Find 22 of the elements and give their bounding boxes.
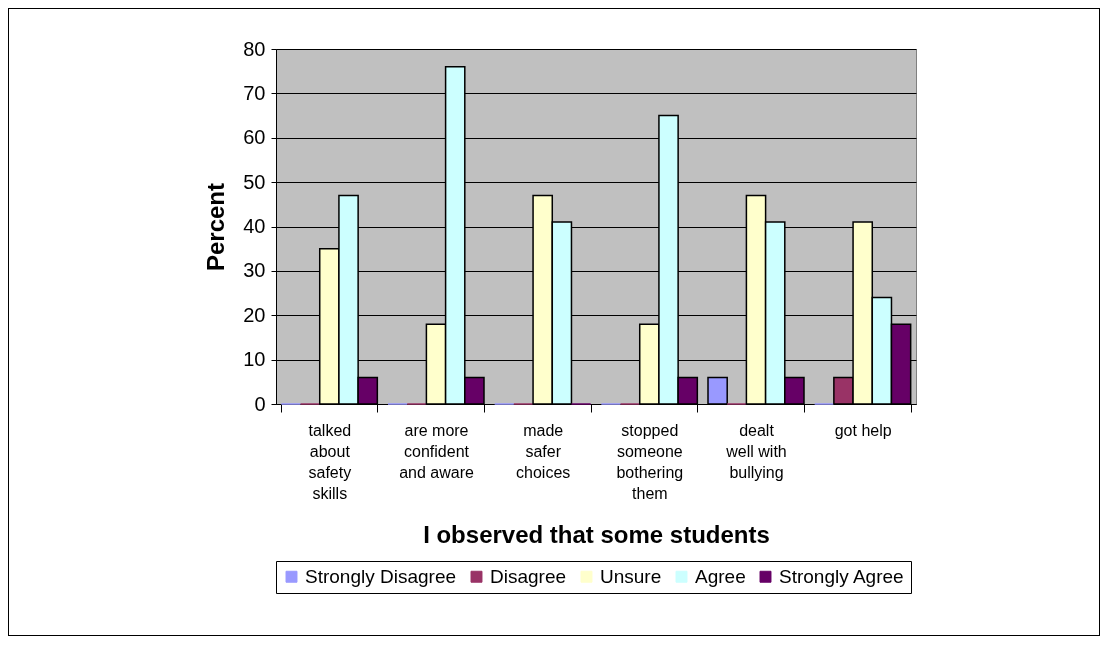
y-tick-label: 60: [243, 126, 266, 149]
y-tick-label: 20: [243, 303, 266, 326]
y-tick-label: 70: [243, 81, 266, 104]
y-axis-title: Percent: [202, 182, 230, 272]
legend-label: Strongly Disagree: [305, 565, 457, 587]
legend-label: Agree: [695, 565, 746, 587]
y-tick-label: 0: [254, 392, 266, 415]
y-tick-label: 30: [243, 259, 266, 282]
x-axis-title: I observed that some students: [423, 520, 770, 548]
x-tick-label: talked about safety skills: [308, 421, 352, 502]
x-tick-label: are more confident and aware: [399, 421, 474, 481]
x-tick-label: stopped someone bothering them: [616, 421, 684, 502]
y-tick-label: 80: [243, 37, 266, 60]
x-tick-label: dealt well with bullying: [725, 421, 787, 481]
legend-label: Disagree: [490, 565, 567, 587]
x-tick-label: made safer choices: [516, 421, 571, 481]
y-tick-label: 10: [243, 348, 266, 371]
legend-label: Strongly Agree: [779, 565, 904, 587]
y-tick-label: 40: [243, 215, 266, 237]
legend-label: Unsure: [600, 565, 662, 587]
x-tick-label: got help: [834, 421, 892, 439]
y-tick-label: 50: [243, 170, 266, 193]
